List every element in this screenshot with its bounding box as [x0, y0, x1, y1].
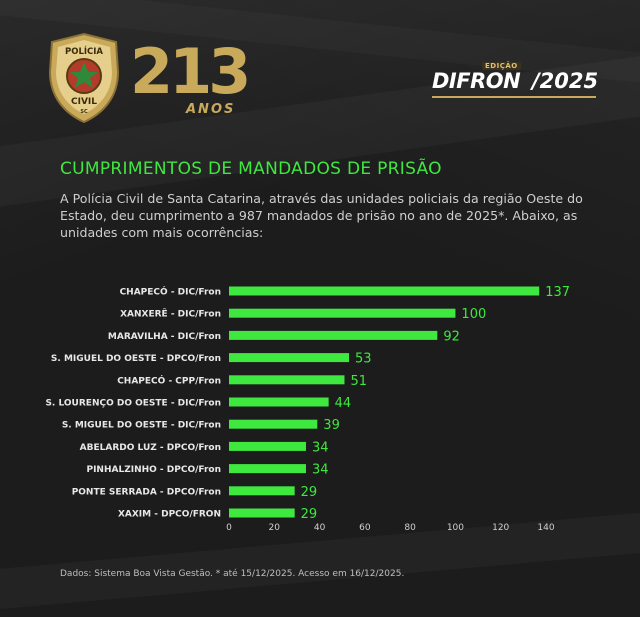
category-label: CHAPECÓ - CPP/Fron	[117, 374, 221, 386]
data-label: 29	[301, 485, 318, 500]
anniversary-number: 213	[130, 35, 251, 108]
description-text: A Polícia Civil de Santa Catarina, atrav…	[60, 191, 583, 240]
category-label: CHAPECÓ - DIC/Fron	[120, 286, 221, 298]
bar	[229, 286, 540, 296]
x-tick-label: 60	[359, 523, 371, 533]
category-label: PONTE SERRADA - DPCO/Fron	[72, 487, 221, 497]
bar	[229, 375, 345, 385]
anniversary-word: ANOS	[186, 102, 236, 117]
bar	[229, 441, 306, 451]
bar	[229, 330, 438, 340]
x-tick-label: 40	[314, 523, 326, 533]
bar	[229, 308, 456, 318]
bar-chart: CHAPECÓ - DIC/Fron 137 XANXERÊ - DIC/Fron 1…	[45, 285, 570, 533]
edition-year: /2025	[532, 69, 599, 93]
badge-bottom-text: CIVIL	[71, 97, 97, 107]
page-title: CUMPRIMENTOS DE MANDADOS DE PRISÃO	[60, 159, 442, 179]
x-tick-label: 0	[226, 523, 232, 533]
category-label: XAXIM - DPCO/FRON	[118, 510, 221, 520]
bar	[229, 353, 350, 363]
category-label: S. MIGUEL DO OESTE - DPCO/Fron	[51, 354, 221, 364]
edition-underline	[432, 96, 596, 98]
edition-name: DIFRON	[432, 69, 521, 93]
category-label: S. LOURENÇO DO OESTE - DIC/Fron	[45, 399, 221, 409]
bar	[229, 464, 306, 474]
bar	[229, 397, 329, 407]
category-label: XANXERÊ - DIC/Fron	[120, 308, 221, 320]
difron-logo: EDIÇÃO DIFRON /2025	[432, 62, 612, 102]
bar	[229, 508, 295, 518]
data-label: 44	[335, 396, 352, 411]
data-label: 92	[443, 329, 460, 344]
x-tick-label: 80	[404, 523, 416, 533]
data-label: 137	[545, 285, 570, 300]
category-label: PINHALZINHO - DPCO/Fron	[86, 465, 221, 475]
source-note: Dados: Sistema Boa Vista Gestão. * até 1…	[60, 569, 405, 579]
data-label: 29	[301, 507, 318, 522]
x-tick-label: 120	[492, 523, 509, 533]
badge-top-text: POLÍCIA	[65, 45, 103, 57]
badge-state-text: SC	[80, 109, 88, 115]
data-label: 34	[312, 463, 329, 478]
category-label: ABELARDO LUZ - DPCO/Fron	[80, 443, 221, 453]
category-label: S. MIGUEL DO OESTE - DIC/Fron	[62, 421, 221, 431]
x-tick-label: 140	[537, 523, 554, 533]
anniversary-logo: 213 ANOS	[130, 35, 251, 122]
edition-tag: EDIÇÃO	[482, 62, 521, 70]
policia-civil-badge-icon: POLÍCIA CIVIL SC	[48, 32, 120, 124]
data-label: 53	[355, 352, 372, 367]
x-tick-label: 20	[269, 523, 281, 533]
bar	[229, 486, 295, 496]
bar	[229, 419, 318, 429]
data-label: 100	[461, 307, 486, 322]
x-tick-label: 100	[447, 523, 464, 533]
data-label: 39	[323, 418, 340, 433]
category-label: MARAVILHA - DIC/Fron	[108, 332, 221, 342]
data-label: 51	[350, 374, 367, 389]
data-label: 34	[312, 440, 329, 455]
